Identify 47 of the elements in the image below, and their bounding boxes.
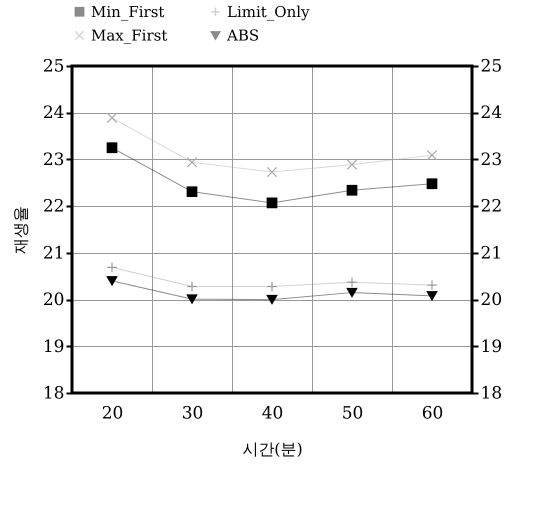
point — [426, 178, 438, 190]
y2-tick-label: 23 — [480, 150, 502, 170]
legend-label: Min_First — [91, 2, 164, 21]
point — [106, 276, 118, 286]
y-tick-label: 25 — [42, 56, 64, 76]
point — [266, 166, 278, 178]
point — [186, 156, 198, 168]
y2-tick-label: 22 — [480, 196, 502, 217]
point — [266, 281, 278, 292]
x-tick-label: 60 — [422, 404, 444, 424]
y-tick-label: 18 — [42, 384, 64, 404]
y2-tick-label: 21 — [480, 243, 502, 264]
y2-tick-label: 24 — [480, 103, 502, 124]
legend-label: Limit_Only — [227, 2, 310, 21]
point — [426, 280, 438, 290]
x-axis-title: 시간(분) — [242, 440, 303, 458]
x-tick-label: 20 — [102, 404, 124, 424]
point — [186, 281, 198, 292]
y-tick-label: 20 — [42, 290, 64, 310]
y2-tick-label: 25 — [480, 56, 502, 76]
point — [106, 262, 118, 273]
y-tick-label: 21 — [42, 243, 64, 264]
y-tick-label: 22 — [42, 196, 64, 217]
point — [346, 159, 358, 170]
y2-tick-label: 18 — [480, 384, 502, 404]
y-axis-title: 재생율 — [10, 206, 30, 254]
legend-label: ABS — [226, 26, 260, 44]
point — [186, 186, 198, 198]
y-tick-label: 19 — [42, 336, 64, 357]
point — [346, 184, 358, 196]
point — [346, 276, 358, 288]
x-tick-label: 50 — [342, 404, 364, 424]
point — [266, 294, 278, 304]
y-tick-label: 23 — [42, 150, 64, 170]
point — [426, 291, 438, 301]
legend-label: Max_First — [91, 26, 168, 44]
point — [346, 288, 358, 298]
point — [186, 294, 198, 304]
point — [266, 198, 278, 208]
point — [106, 142, 118, 154]
y2-tick-label: 19 — [480, 336, 502, 357]
y2-tick-label: 20 — [480, 290, 502, 310]
x-tick-label: 30 — [182, 404, 204, 424]
x-tick-label: 40 — [262, 404, 284, 424]
point — [106, 112, 118, 124]
point — [426, 150, 438, 161]
y-tick-label: 24 — [42, 103, 64, 124]
